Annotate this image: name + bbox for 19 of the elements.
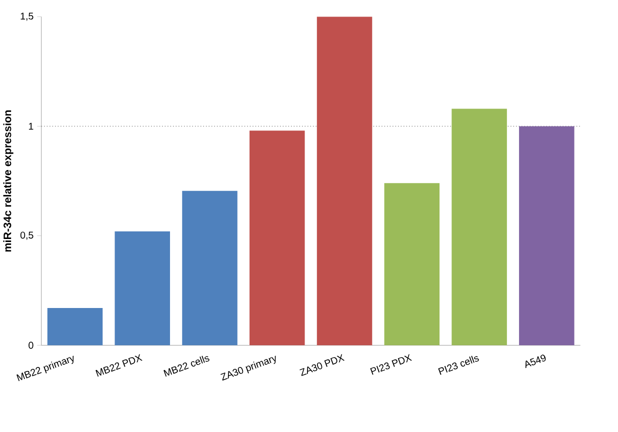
bar: [182, 190, 238, 346]
bar: [316, 16, 372, 346]
x-tick-label: A549: [525, 354, 546, 368]
bar: [114, 231, 170, 346]
bar: [250, 130, 305, 346]
y-axis-title: miR-34c relative expression: [3, 110, 14, 252]
x-tick-label: MB22 PDX: [96, 354, 142, 377]
x-tick-label: PI23 cells: [438, 356, 479, 375]
x-tick-label: ZA30 PDX: [300, 354, 345, 376]
x-tick-label: PI23 PDX: [370, 354, 412, 375]
x-tick-label: MB22 cells: [164, 356, 210, 377]
y-tick-label: 0: [28, 342, 34, 349]
bar: [47, 308, 103, 346]
bar: [384, 183, 440, 346]
y-tick-label: 1,5: [20, 12, 34, 21]
y-tick-label: 0,5: [20, 232, 34, 240]
bar: [519, 126, 574, 346]
bar: [452, 108, 507, 346]
y-tick-label: 1: [28, 122, 34, 130]
